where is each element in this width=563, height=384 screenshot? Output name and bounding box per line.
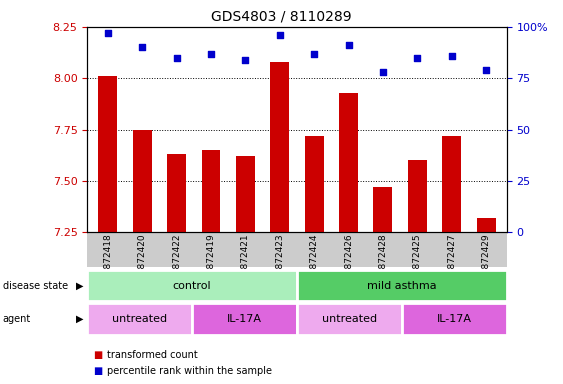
Point [447, 53, 456, 59]
Bar [133, 129, 151, 232]
Text: mild asthma: mild asthma [367, 281, 437, 291]
Text: ▶: ▶ [76, 314, 83, 324]
Bar [202, 150, 221, 232]
Point [310, 51, 319, 57]
Point [344, 42, 353, 48]
Point [207, 51, 216, 57]
Bar [297, 303, 402, 335]
Point [172, 55, 181, 61]
Text: agent: agent [3, 314, 31, 324]
Bar [402, 303, 507, 335]
Point [413, 55, 422, 61]
Bar [477, 218, 495, 232]
Text: ▶: ▶ [76, 281, 83, 291]
Bar [408, 161, 427, 232]
Bar [236, 156, 255, 232]
Bar [87, 303, 192, 335]
Point [378, 69, 387, 75]
Text: ■: ■ [93, 350, 102, 360]
Point [481, 67, 490, 73]
Bar [87, 270, 297, 301]
Bar [339, 93, 358, 232]
Bar [167, 154, 186, 232]
Bar [297, 270, 507, 301]
Text: untreated: untreated [112, 314, 167, 324]
Text: IL-17A: IL-17A [227, 314, 262, 324]
Text: transformed count: transformed count [107, 350, 198, 360]
Text: disease state: disease state [3, 281, 68, 291]
Text: IL-17A: IL-17A [437, 314, 472, 324]
Point [138, 44, 147, 50]
Bar [270, 62, 289, 232]
Bar [373, 187, 392, 232]
Text: percentile rank within the sample: percentile rank within the sample [107, 366, 272, 376]
Point [275, 32, 284, 38]
Text: GDS4803 / 8110289: GDS4803 / 8110289 [211, 10, 352, 23]
Bar [192, 303, 297, 335]
Bar [305, 136, 324, 232]
Text: ■: ■ [93, 366, 102, 376]
Text: untreated: untreated [322, 314, 377, 324]
Point [241, 57, 250, 63]
Bar [443, 136, 461, 232]
Bar [99, 76, 117, 232]
Point [104, 30, 113, 36]
Text: control: control [173, 281, 212, 291]
